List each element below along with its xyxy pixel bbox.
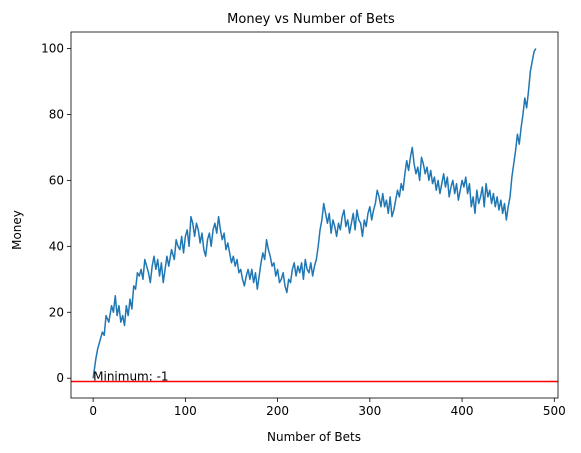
x-tick-label: 0 bbox=[89, 404, 97, 418]
x-tick-label: 200 bbox=[266, 404, 289, 418]
y-tick-label: 20 bbox=[49, 305, 64, 319]
y-tick-label: 40 bbox=[49, 239, 64, 253]
minimum-annotation: Minimum: -1 bbox=[93, 370, 168, 384]
y-tick-label: 80 bbox=[49, 107, 64, 121]
series-line-0 bbox=[92, 48, 537, 379]
y-axis-label: Money bbox=[10, 210, 24, 250]
x-axis-label: Number of Bets bbox=[267, 430, 361, 444]
x-tick-label: 500 bbox=[543, 404, 566, 418]
plot-frame bbox=[70, 31, 559, 399]
y-tick-label: 60 bbox=[49, 173, 64, 187]
x-tick-label: 100 bbox=[174, 404, 197, 418]
y-tick-label: 100 bbox=[41, 41, 64, 55]
x-tick-label: 300 bbox=[358, 404, 381, 418]
plot-area: Minimum: -1 0 100 200 300 400 500 0 20 40 60 80 100 bbox=[41, 31, 566, 418]
x-tick-label: 400 bbox=[451, 404, 474, 418]
y-tick-label: 0 bbox=[56, 371, 64, 385]
chart-title: Money vs Number of Bets bbox=[227, 12, 395, 27]
